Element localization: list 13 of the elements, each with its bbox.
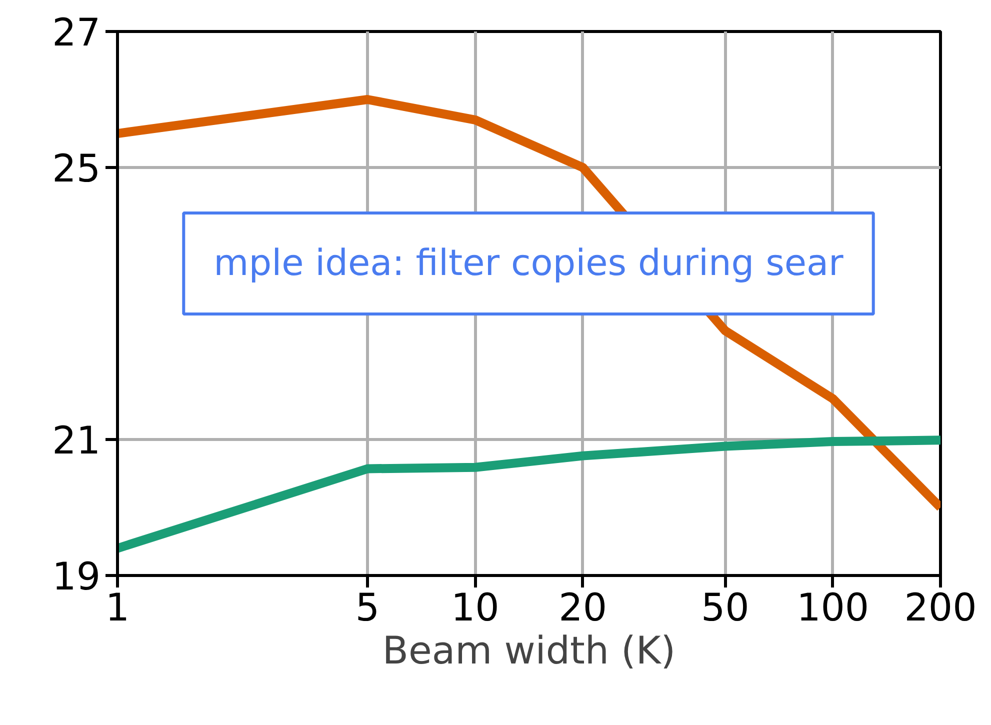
x-tick-label: 20 [558, 586, 608, 630]
x-tick-label: 1 [105, 586, 130, 630]
x-tick-label: 5 [355, 586, 380, 630]
y-tick-label: 19 [52, 554, 101, 598]
y-tick-label: 21 [52, 418, 101, 462]
x-axis-title: Beam width (K) [382, 628, 676, 672]
annotation: mple idea: filter copies during sear [214, 243, 844, 284]
x-tick-label: 200 [904, 586, 977, 630]
x-tick-label: 10 [450, 586, 500, 630]
x-tick-label: 100 [796, 586, 870, 630]
x-tick-label: 50 [700, 586, 750, 630]
y-tick-label: 25 [52, 146, 101, 190]
y-tick-label: 27 [52, 10, 101, 54]
